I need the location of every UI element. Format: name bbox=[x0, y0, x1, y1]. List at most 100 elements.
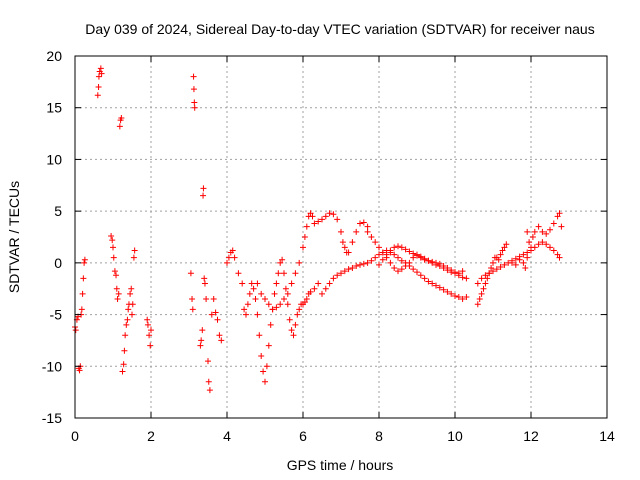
data-point-marker bbox=[326, 210, 333, 217]
data-point-marker bbox=[263, 363, 270, 370]
data-point-marker bbox=[205, 358, 211, 365]
data-point-marker bbox=[241, 306, 248, 313]
data-point-marker bbox=[201, 280, 208, 287]
data-point-marker bbox=[208, 311, 215, 318]
data-point-marker bbox=[265, 301, 272, 308]
data-point-marker bbox=[307, 210, 314, 217]
data-point-marker bbox=[281, 270, 287, 277]
data-point-marker bbox=[484, 275, 491, 282]
data-point-marker bbox=[410, 250, 417, 257]
data-point-marker bbox=[210, 296, 217, 303]
data-point-marker bbox=[459, 274, 466, 281]
data-point-marker bbox=[260, 368, 267, 375]
data-point-marker bbox=[330, 275, 337, 282]
data-point-marker bbox=[482, 280, 489, 287]
data-point-marker bbox=[292, 270, 299, 277]
data-point-marker bbox=[256, 332, 263, 339]
data-point-marker bbox=[296, 306, 303, 313]
data-point-marker bbox=[303, 223, 310, 230]
data-point-marker bbox=[315, 218, 322, 225]
data-point-marker bbox=[244, 301, 251, 308]
data-point-marker bbox=[529, 234, 536, 240]
data-point-marker bbox=[128, 285, 135, 292]
data-point-marker bbox=[322, 213, 329, 220]
data-point-marker bbox=[455, 270, 462, 277]
data-point-marker bbox=[452, 269, 458, 276]
data-point-marker bbox=[417, 254, 424, 261]
data-point-marker bbox=[448, 290, 455, 297]
chart-title: Day 039 of 2024, Sidereal Day-to-day VTE… bbox=[85, 21, 594, 37]
data-point-marker bbox=[290, 332, 297, 339]
data-point-marker bbox=[284, 290, 291, 297]
data-point-marker bbox=[200, 185, 207, 192]
data-point-marker bbox=[271, 290, 278, 297]
data-point-marker bbox=[364, 223, 371, 230]
data-point-marker bbox=[391, 251, 398, 258]
data-point-marker bbox=[379, 249, 386, 256]
data-point-marker bbox=[109, 237, 116, 244]
data-point-marker bbox=[558, 223, 565, 230]
data-point-marker bbox=[262, 296, 268, 303]
data-point-marker bbox=[341, 244, 348, 251]
data-point-marker bbox=[414, 269, 420, 276]
data-point-marker bbox=[524, 254, 531, 261]
data-point-marker bbox=[376, 244, 382, 251]
data-point-marker bbox=[277, 259, 284, 266]
data-point-marker bbox=[124, 316, 131, 323]
data-point-marker bbox=[262, 378, 268, 385]
data-point-marker bbox=[345, 266, 352, 273]
data-point-marker bbox=[459, 268, 466, 275]
y-tick-label: 15 bbox=[46, 100, 62, 116]
data-point-marker bbox=[190, 86, 197, 93]
data-point-marker bbox=[111, 268, 118, 275]
data-point-marker bbox=[539, 228, 546, 235]
data-point-marker bbox=[225, 254, 232, 261]
data-point-marker bbox=[440, 286, 447, 293]
data-point-marker bbox=[406, 262, 413, 269]
data-point-marker bbox=[391, 244, 398, 251]
data-point-marker bbox=[115, 290, 122, 297]
data-point-marker bbox=[376, 251, 382, 258]
data-point-marker bbox=[509, 259, 515, 266]
data-point-marker bbox=[97, 65, 104, 72]
data-point-marker bbox=[189, 306, 196, 313]
data-point-marker bbox=[372, 254, 379, 261]
data-point-marker bbox=[147, 342, 154, 349]
y-tick-label: -15 bbox=[42, 410, 62, 426]
data-point-marker bbox=[436, 260, 443, 267]
data-point-marker bbox=[198, 337, 205, 344]
y-tick-label: -10 bbox=[42, 358, 62, 374]
data-point-marker bbox=[376, 261, 382, 268]
data-point-marker bbox=[488, 265, 495, 272]
data-point-marker bbox=[493, 266, 500, 273]
data-point-marker bbox=[368, 234, 375, 240]
data-point-marker bbox=[200, 192, 207, 199]
x-tick-label: 6 bbox=[299, 428, 307, 444]
data-point-marker bbox=[398, 244, 405, 251]
data-point-marker bbox=[258, 290, 265, 297]
data-point-marker bbox=[229, 247, 236, 254]
data-point-marker bbox=[448, 267, 455, 274]
data-point-marker bbox=[190, 73, 197, 80]
data-point-marker bbox=[499, 247, 506, 254]
data-point-marker bbox=[486, 270, 493, 277]
data-point-marker bbox=[425, 278, 432, 285]
data-point-marker bbox=[547, 226, 553, 233]
data-point-marker bbox=[189, 296, 196, 303]
data-point-marker bbox=[501, 244, 508, 251]
data-point-marker bbox=[108, 232, 115, 239]
data-point-marker bbox=[326, 280, 333, 287]
data-point-marker bbox=[402, 259, 409, 266]
data-point-marker bbox=[120, 361, 127, 368]
data-point-marker bbox=[402, 246, 409, 253]
data-point-marker bbox=[294, 311, 301, 318]
data-point-marker bbox=[410, 266, 417, 273]
data-point-marker bbox=[490, 259, 496, 266]
data-point-marker bbox=[330, 211, 337, 218]
data-point-marker bbox=[319, 216, 325, 223]
data-point-marker bbox=[123, 321, 130, 328]
data-point-marker bbox=[364, 228, 371, 235]
data-point-marker bbox=[239, 280, 246, 287]
data-point-marker bbox=[311, 285, 318, 292]
data-point-marker bbox=[80, 275, 87, 282]
